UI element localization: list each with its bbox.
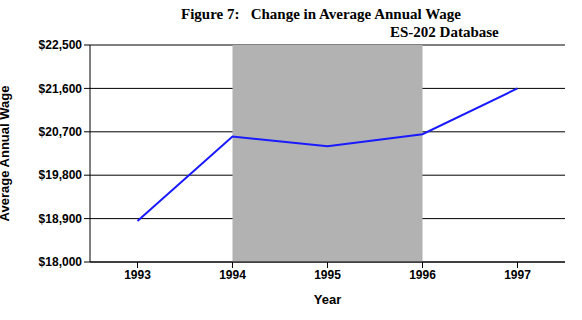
svg-text:1995: 1995 <box>314 268 341 282</box>
svg-text:$19,800: $19,800 <box>39 168 83 182</box>
html-text:Figure 7: Change in Average An: Figure 7: Change in Average Annual Wage <box>181 6 461 22</box>
svg-text:1994: 1994 <box>219 268 246 282</box>
svg-text:$18,900: $18,900 <box>39 212 83 226</box>
svg-text:$20,700: $20,700 <box>39 125 83 139</box>
svg-text:1996: 1996 <box>409 268 436 282</box>
svg-text:$21,600: $21,600 <box>39 82 83 96</box>
svg-text:$22,500: $22,500 <box>39 38 83 52</box>
svg-text:1997: 1997 <box>504 268 531 282</box>
html-text:ES-202 Database: ES-202 Database <box>390 24 499 40</box>
svg-text:1993: 1993 <box>124 268 151 282</box>
svg-text:$18,000: $18,000 <box>39 255 83 269</box>
svg-text:Year: Year <box>314 292 341 307</box>
svg-text:Average Annual Wage: Average Annual Wage <box>8 86 12 222</box>
